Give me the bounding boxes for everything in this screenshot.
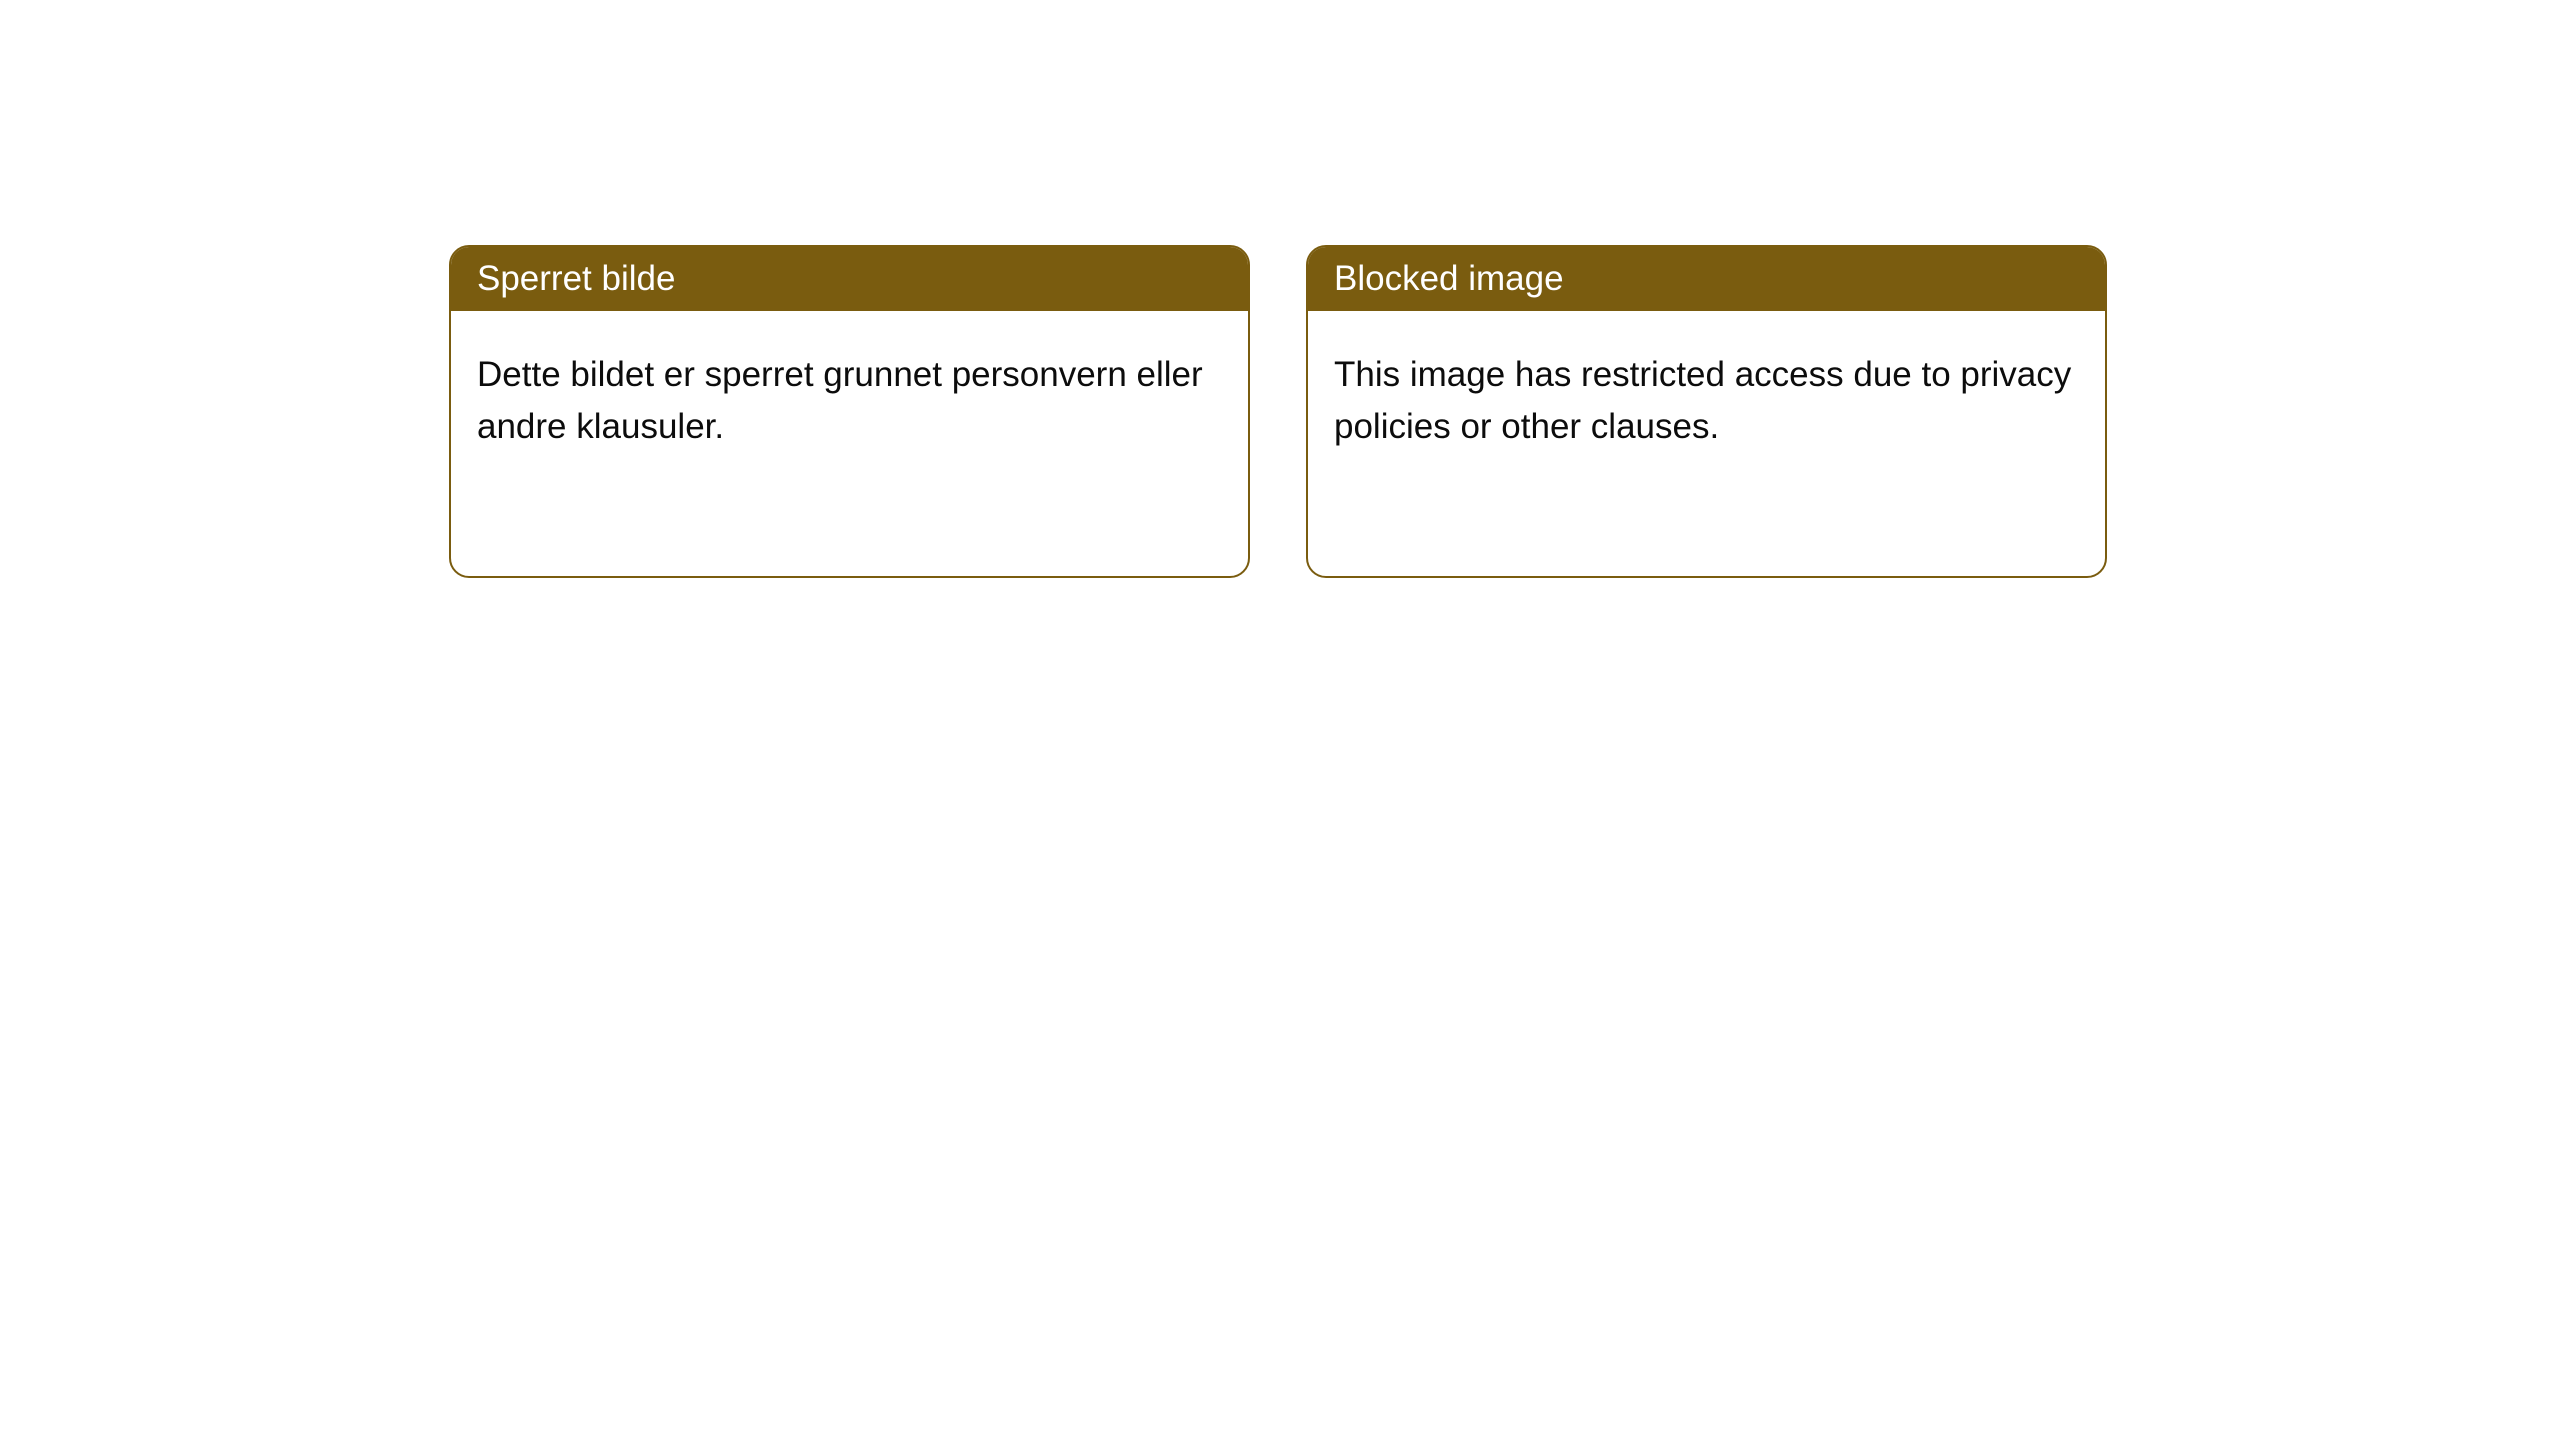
notice-card-english: Blocked image This image has restricted … (1306, 245, 2107, 578)
notice-card-norwegian: Sperret bilde Dette bildet er sperret gr… (449, 245, 1250, 578)
card-title-norwegian: Sperret bilde (451, 247, 1248, 311)
card-title-english: Blocked image (1308, 247, 2105, 311)
notice-card-container: Sperret bilde Dette bildet er sperret gr… (449, 245, 2107, 578)
card-body-norwegian: Dette bildet er sperret grunnet personve… (451, 311, 1248, 491)
card-body-english: This image has restricted access due to … (1308, 311, 2105, 491)
